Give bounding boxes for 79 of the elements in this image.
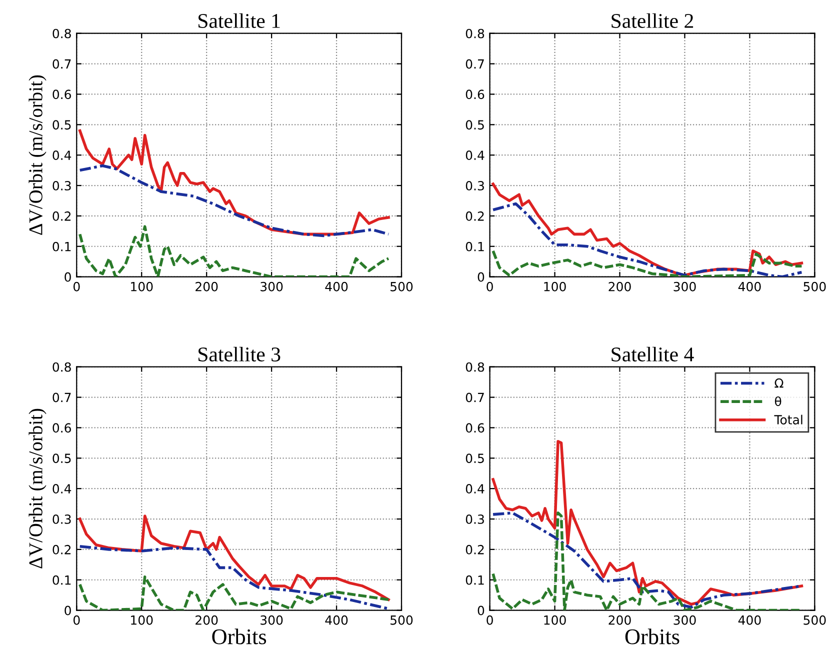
y-tick-label: 0.8 xyxy=(52,28,71,38)
y-tick-label: 0.4 xyxy=(52,150,72,160)
line-series xyxy=(78,514,390,602)
x-tick-label: 0 xyxy=(486,615,493,625)
y-tick-label: 0.1 xyxy=(466,242,484,252)
y-tick-label: 0.8 xyxy=(466,362,484,372)
y-tick-label: 0.6 xyxy=(466,90,484,100)
y-tick-label: 0.1 xyxy=(52,575,71,585)
y-tick-label: 0.6 xyxy=(466,423,484,433)
x-tick-label: 500 xyxy=(390,615,413,625)
y-tick-label: 0.7 xyxy=(466,59,484,69)
y-axis-title: ΔV/Orbit (m/s/orbit) xyxy=(28,75,46,235)
legend-label: Ω xyxy=(774,378,784,388)
legend-label: θ xyxy=(774,396,782,406)
x-tick-label: 500 xyxy=(804,282,826,292)
x-tick-label: 400 xyxy=(325,282,348,292)
y-tick-label: 0.3 xyxy=(52,180,71,190)
y-tick-label: 0.8 xyxy=(52,362,71,372)
line-series xyxy=(78,545,390,610)
x-tick-label: 0 xyxy=(486,282,493,292)
x-tick-label: 100 xyxy=(131,615,153,625)
y-tick-label: 0.4 xyxy=(466,484,484,494)
y-tick-label: 0.6 xyxy=(52,423,71,433)
x-tick-label: 100 xyxy=(544,615,566,625)
x-tick-label: 0 xyxy=(73,282,80,292)
x-axis-title: Orbits xyxy=(212,628,266,644)
x-tick-label: 400 xyxy=(738,615,761,625)
x-tick-label: 400 xyxy=(325,615,348,625)
x-tick-label: 300 xyxy=(674,615,696,625)
x-tick-label: 500 xyxy=(804,615,826,625)
line-series xyxy=(492,202,804,277)
x-tick-label: 300 xyxy=(260,282,283,292)
y-tick-label: 0.2 xyxy=(466,544,484,554)
y-tick-label: 0 xyxy=(478,606,484,616)
chart-title: Satellite 1 xyxy=(198,13,280,28)
y-tick-label: 0.3 xyxy=(466,514,484,524)
y-tick-label: 0.1 xyxy=(52,242,71,252)
y-tick-label: 0 xyxy=(64,272,71,282)
x-tick-label: 400 xyxy=(738,282,761,292)
line-series xyxy=(78,575,390,610)
y-tick-label: 0 xyxy=(478,272,484,282)
x-tick-label: 300 xyxy=(674,282,696,292)
x-tick-label: 100 xyxy=(544,282,566,292)
y-tick-label: 0.7 xyxy=(466,392,484,402)
y-tick-label: 0.1 xyxy=(466,575,484,585)
x-tick-label: 200 xyxy=(608,282,631,292)
y-tick-label: 0.7 xyxy=(52,392,71,402)
y-tick-label: 0.5 xyxy=(52,120,71,130)
x-tick-label: 0 xyxy=(73,615,80,625)
y-tick-label: 0.6 xyxy=(52,90,71,100)
legend-label: Total xyxy=(774,414,802,424)
y-tick-label: 0.2 xyxy=(52,544,71,554)
x-tick-label: 500 xyxy=(390,282,413,292)
line-series xyxy=(78,225,390,277)
chart-title: Satellite 4 xyxy=(612,346,694,362)
y-tick-label: 0.5 xyxy=(466,454,484,464)
x-tick-label: 200 xyxy=(196,615,218,625)
x-tick-label: 300 xyxy=(260,615,283,625)
chart-title: Satellite 3 xyxy=(198,346,280,362)
y-tick-label: 0.8 xyxy=(466,28,484,38)
line-series xyxy=(78,164,390,238)
y-tick-label: 0.5 xyxy=(466,120,484,130)
y-tick-label: 0.2 xyxy=(52,211,71,221)
y-tick-label: 0.3 xyxy=(52,514,71,524)
y-tick-label: 0.4 xyxy=(52,484,72,494)
chart-title: Satellite 2 xyxy=(612,13,694,28)
y-tick-label: 0.3 xyxy=(466,180,484,190)
y-axis-title: ΔV/Orbit (m/s/orbit) xyxy=(28,408,46,568)
line-series xyxy=(492,250,804,277)
y-tick-label: 0.4 xyxy=(466,150,484,160)
x-axis-title: Orbits xyxy=(625,628,680,644)
y-tick-label: 0 xyxy=(64,606,71,616)
line-series xyxy=(492,440,804,606)
y-tick-label: 0.7 xyxy=(52,59,71,69)
y-tick-label: 0.2 xyxy=(466,211,484,221)
y-tick-label: 0.5 xyxy=(52,454,71,464)
x-tick-label: 200 xyxy=(196,282,218,292)
x-tick-label: 100 xyxy=(131,282,153,292)
x-tick-label: 200 xyxy=(608,615,631,625)
